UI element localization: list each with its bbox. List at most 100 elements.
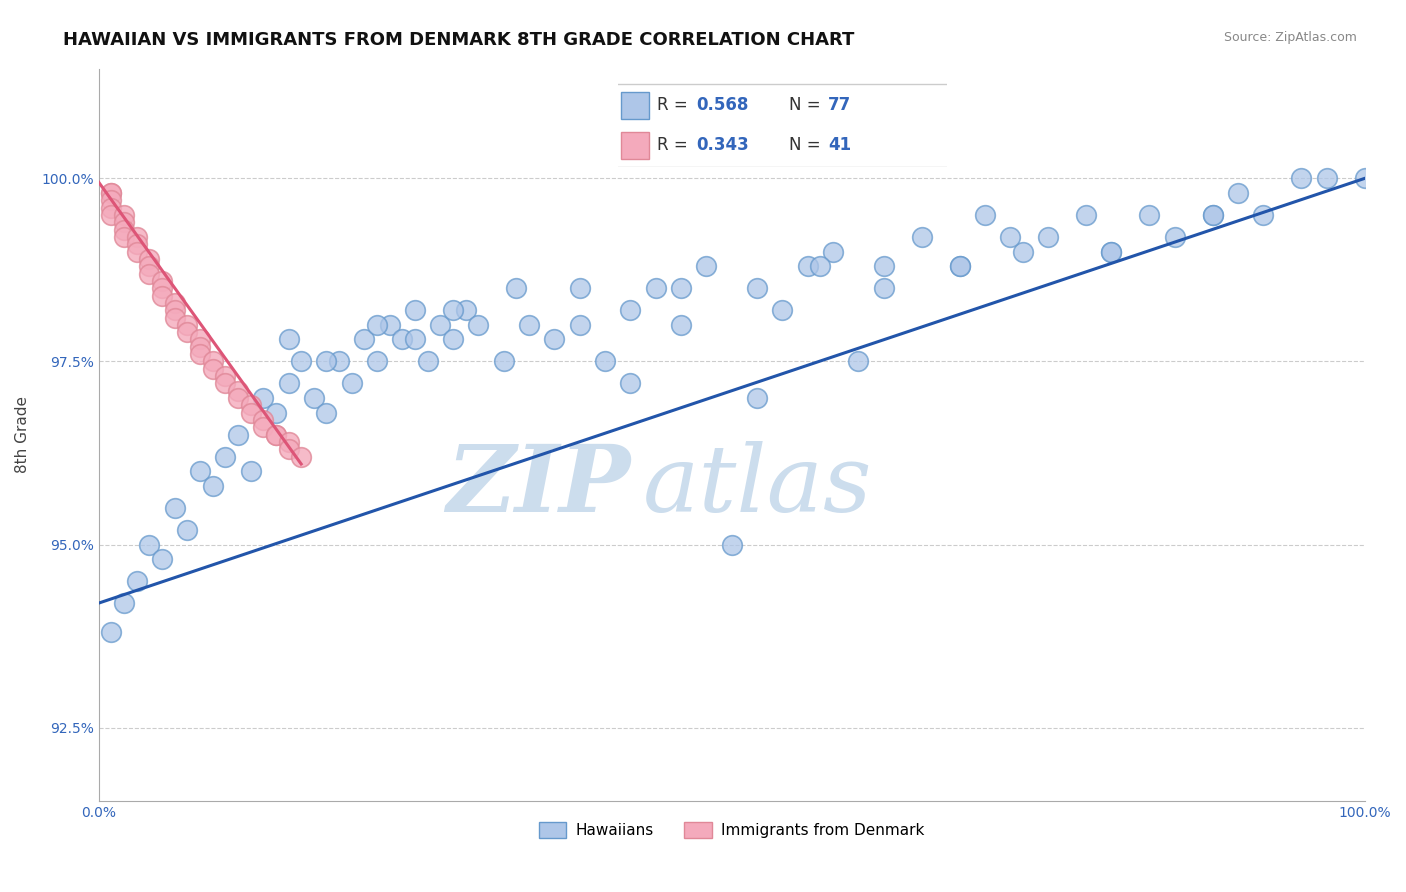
Point [467,318,489,332]
Point [366,318,388,332]
Point [112,230,135,244]
Point [188,464,211,478]
Point [872,259,894,273]
Point [998,230,1021,244]
Point [745,391,768,405]
Point [745,281,768,295]
Point [1291,171,1313,186]
Point [669,281,692,295]
Point [201,479,224,493]
Point [695,259,717,273]
Point [644,281,666,295]
Point [100,186,122,200]
Point [366,354,388,368]
Point [1253,208,1275,222]
Text: HAWAIIAN VS IMMIGRANTS FROM DENMARK 8TH GRADE CORRELATION CHART: HAWAIIAN VS IMMIGRANTS FROM DENMARK 8TH … [63,31,855,49]
Point [1202,208,1225,222]
Point [315,406,337,420]
Point [910,230,932,244]
Point [150,288,173,302]
Point [100,625,122,640]
Point [720,537,742,551]
Point [239,464,262,478]
Point [214,376,236,391]
Point [353,333,375,347]
Point [378,318,401,332]
Point [100,194,122,208]
Point [1164,230,1187,244]
Point [391,333,413,347]
Point [277,442,299,457]
Point [252,391,274,405]
Point [543,333,565,347]
Point [138,259,160,273]
Point [1227,186,1250,200]
Point [277,376,299,391]
Point [100,186,122,200]
Point [846,354,869,368]
Point [290,450,312,464]
Point [1101,244,1123,259]
Point [150,274,173,288]
Point [340,376,363,391]
Point [150,281,173,295]
Point [1316,171,1339,186]
Point [1139,208,1161,222]
Point [948,259,970,273]
Point [441,303,464,318]
Point [188,333,211,347]
Point [277,435,299,450]
Point [176,523,198,537]
Point [404,333,426,347]
Point [188,340,211,354]
Point [176,318,198,332]
Point [1011,244,1033,259]
Point [796,259,818,273]
Point [290,354,312,368]
Point [252,413,274,427]
Text: ZIP: ZIP [446,441,630,531]
Point [872,281,894,295]
Point [163,303,186,318]
Point [252,420,274,434]
Point [277,333,299,347]
Point [315,354,337,368]
Y-axis label: 8th Grade: 8th Grade [15,396,30,473]
Point [505,281,527,295]
Point [112,215,135,229]
Point [1036,230,1059,244]
Legend: Hawaiians, Immigrants from Denmark: Hawaiians, Immigrants from Denmark [533,816,931,845]
Point [176,325,198,339]
Point [100,201,122,215]
Point [163,296,186,310]
Point [948,259,970,273]
Point [112,222,135,236]
Point [138,537,160,551]
Text: Source: ZipAtlas.com: Source: ZipAtlas.com [1223,31,1357,45]
Point [163,500,186,515]
Point [973,208,995,222]
Point [226,427,249,442]
Point [100,208,122,222]
Point [416,354,439,368]
Point [214,450,236,464]
Point [429,318,451,332]
Point [125,574,148,589]
Point [138,252,160,266]
Point [669,318,692,332]
Point [138,267,160,281]
Point [112,208,135,222]
Point [821,244,844,259]
Point [226,391,249,405]
Point [454,303,477,318]
Point [201,354,224,368]
Point [239,406,262,420]
Point [125,230,148,244]
Point [1202,208,1225,222]
Point [150,552,173,566]
Point [188,347,211,361]
Point [568,281,591,295]
Point [770,303,793,318]
Point [201,361,224,376]
Point [619,376,641,391]
